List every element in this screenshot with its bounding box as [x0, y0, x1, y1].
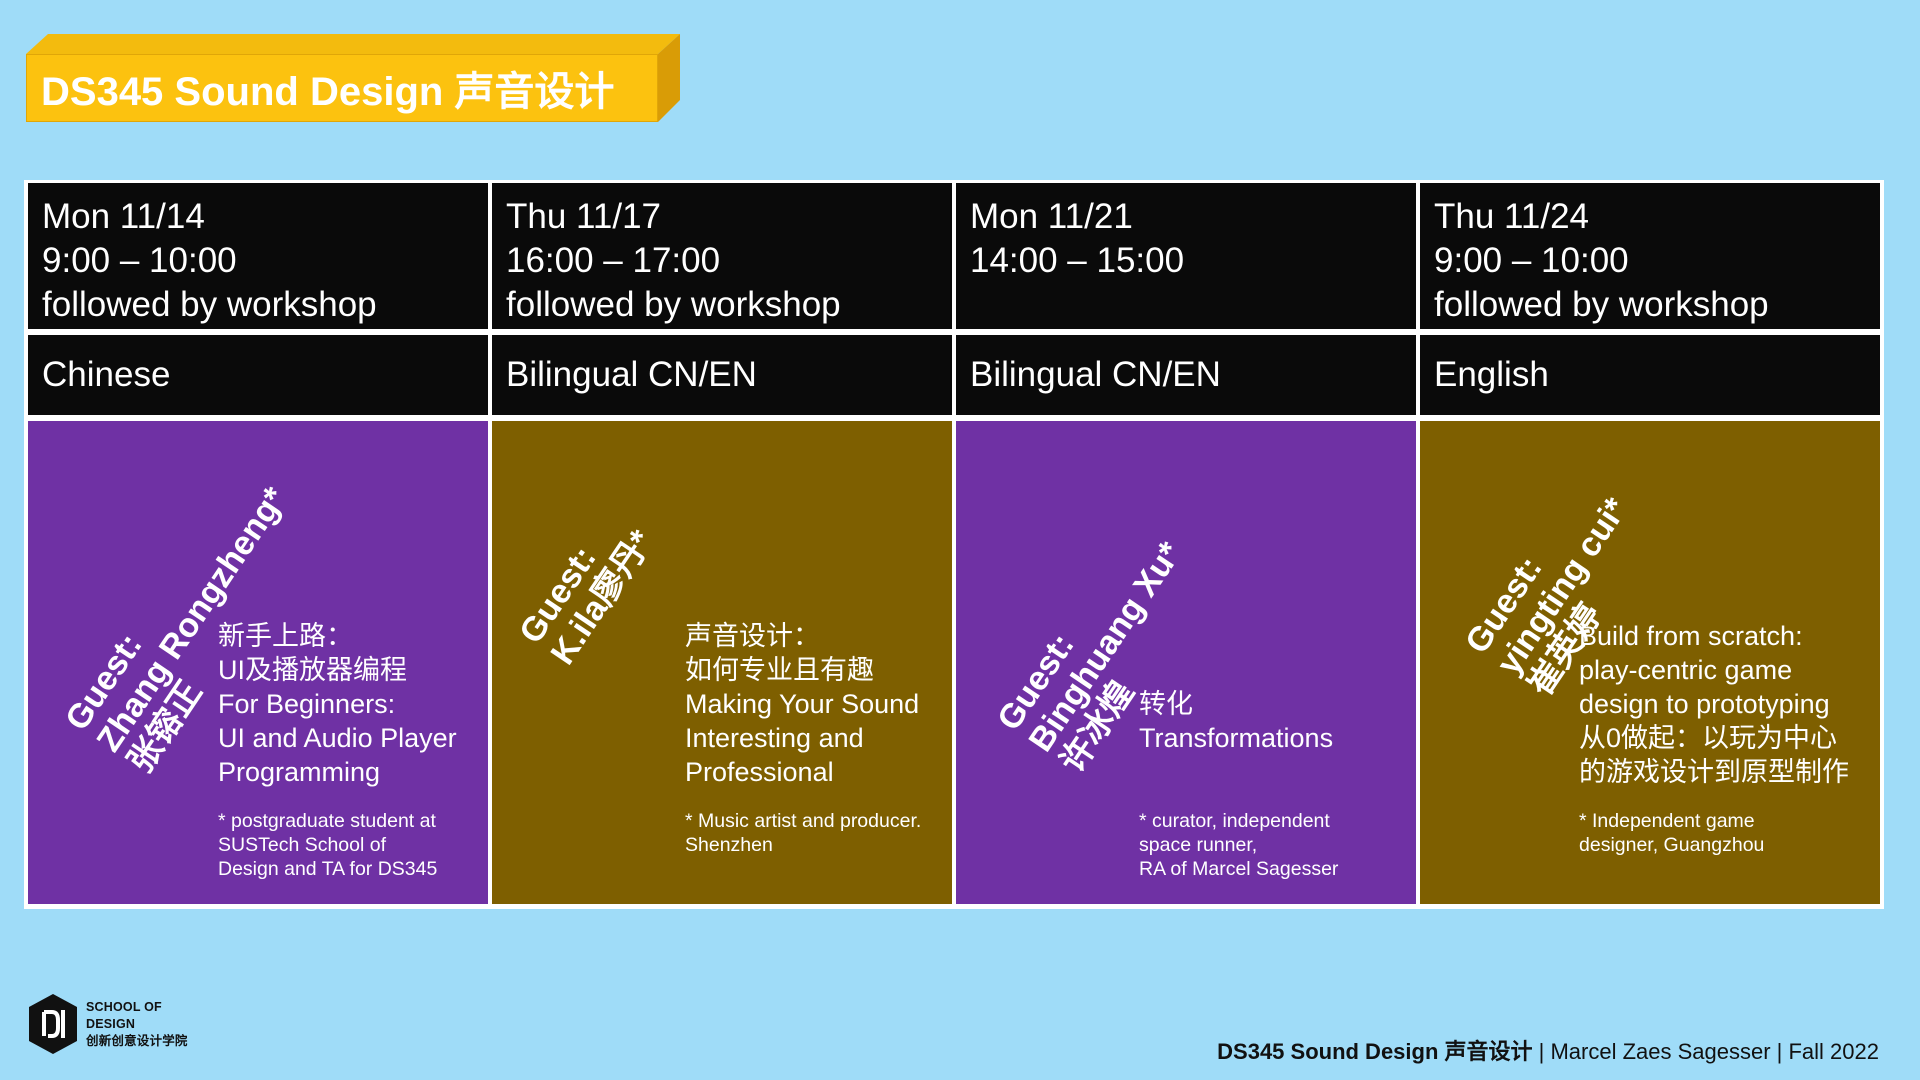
school-name-chinese: 创新创意设计学院 — [86, 1034, 188, 1048]
footnote-line: designer, Guangzhou — [1579, 834, 1765, 856]
session-language-3: Bilingual CN/EN — [956, 335, 1416, 415]
footnote-line: SUSTech School of — [218, 834, 387, 856]
session-topic: 声音设计： 如何专业且有趣 Making Your Sound Interest… — [685, 619, 919, 789]
session-topic: 新手上路： UI及播放器编程 For Beginners: UI and Aud… — [218, 619, 457, 789]
session-day: Thu 11/17 — [506, 197, 662, 236]
session-guest-2: Guest: K.ila廖丹* 声音设计： 如何专业且有趣 Making You… — [492, 421, 952, 904]
page-title: DS345 Sound Design 声音设计 — [26, 54, 658, 122]
session-header-2: Thu 11/17 16:00 – 17:00 followed by work… — [492, 183, 952, 329]
title-banner: DS345 Sound Design 声音设计 — [26, 34, 680, 122]
session-header-3: Mon 11/21 14:00 – 15:00 — [956, 183, 1416, 329]
footer-credit: DS345 Sound Design 声音设计 | Marcel Zaes Sa… — [1217, 1034, 1879, 1066]
schedule-table: Mon 11/14 9:00 – 10:00 followed by works… — [24, 180, 1884, 909]
footnote-line: * postgraduate student at — [218, 810, 436, 832]
session-day: Thu 11/24 — [1434, 197, 1590, 236]
session-day: Mon 11/21 — [970, 197, 1133, 236]
school-name-line: SCHOOL OF — [86, 1000, 162, 1014]
session-note: followed by workshop — [506, 285, 841, 324]
footnote-line: * Music artist and producer. — [685, 810, 922, 832]
language-label: English — [1434, 355, 1549, 394]
language-label: Bilingual CN/EN — [506, 355, 757, 394]
footnote-line: * curator, independent — [1139, 810, 1330, 832]
topic-line: play-centric game — [1579, 655, 1793, 685]
session-note: followed by workshop — [42, 285, 377, 324]
session-language-4: English — [1420, 335, 1880, 415]
session-note: followed by workshop — [1434, 285, 1769, 324]
topic-line: Professional — [685, 757, 834, 787]
session-topic: 转化 Transformations — [1139, 687, 1333, 755]
session-guest-1: Guest: Zhang Rongzheng* 张镕正 新手上路： UI及播放器… — [28, 421, 488, 904]
topic-line: design to prototyping — [1579, 689, 1830, 719]
guest-footnote: * postgraduate student at SUSTech School… — [218, 809, 437, 881]
session-header-1: Mon 11/14 9:00 – 10:00 followed by works… — [28, 183, 488, 329]
guest-footnote: * curator, independent space runner, RA … — [1139, 809, 1338, 881]
session-guest-3: Guest: Binghuang Xu* 许冰煌 转化 Transformati… — [956, 421, 1416, 904]
guest-footnote: * Independent game designer, Guangzhou — [1579, 809, 1764, 857]
topic-line: Build from scratch: — [1579, 621, 1803, 651]
title-banner-top — [26, 34, 680, 54]
session-topic: Build from scratch: play-centric game de… — [1579, 619, 1849, 789]
topic-line: 从0做起：以玩为中心 — [1579, 723, 1838, 753]
session-guest-4: Guest: yingting cui* 崔英婷 Build from scra… — [1420, 421, 1880, 904]
school-name: SCHOOL OF DESIGN 创新创意设计学院 — [86, 999, 188, 1050]
guest-name-rotated: Guest: K.ila廖丹* — [512, 502, 661, 671]
language-label: Bilingual CN/EN — [970, 355, 1221, 394]
topic-line: 新手上路： — [218, 621, 353, 651]
topic-line: Transformations — [1139, 723, 1334, 753]
topic-line: UI and Audio Player — [218, 723, 457, 753]
footnote-line: Shenzhen — [685, 834, 773, 856]
school-name-line: DESIGN — [86, 1017, 136, 1031]
topic-line: Making Your Sound — [685, 689, 920, 719]
session-header-4: Thu 11/24 9:00 – 10:00 followed by works… — [1420, 183, 1880, 329]
topic-line: 转化 — [1139, 689, 1193, 719]
footnote-line: RA of Marcel Sagesser — [1139, 858, 1339, 880]
topic-line: 声音设计： — [685, 621, 820, 651]
topic-line: For Beginners: — [218, 689, 396, 719]
session-language-2: Bilingual CN/EN — [492, 335, 952, 415]
school-of-design-logo-icon — [27, 992, 79, 1056]
footnote-line: space runner, — [1139, 834, 1258, 856]
guest-footnote: * Music artist and producer. Shenzhen — [685, 809, 921, 857]
footnote-line: Design and TA for DS345 — [218, 858, 438, 880]
topic-line: 如何专业且有趣 — [685, 655, 874, 685]
language-label: Chinese — [42, 355, 171, 394]
topic-line: Programming — [218, 757, 381, 787]
title-banner-side — [658, 34, 680, 122]
topic-line: UI及播放器编程 — [218, 655, 407, 685]
session-time: 9:00 – 10:00 — [42, 241, 237, 280]
footnote-line: * Independent game — [1579, 810, 1755, 832]
topic-line: Interesting and — [685, 723, 864, 753]
session-time: 16:00 – 17:00 — [506, 241, 721, 280]
session-time: 9:00 – 10:00 — [1434, 241, 1629, 280]
topic-line: 的游戏设计到原型制作 — [1579, 757, 1849, 787]
session-language-1: Chinese — [28, 335, 488, 415]
session-time: 14:00 – 15:00 — [970, 241, 1185, 280]
footer-author-term: | Marcel Zaes Sagesser | Fall 2022 — [1532, 1039, 1879, 1064]
session-day: Mon 11/14 — [42, 197, 205, 236]
footer-course: DS345 Sound Design 声音设计 — [1217, 1039, 1533, 1064]
